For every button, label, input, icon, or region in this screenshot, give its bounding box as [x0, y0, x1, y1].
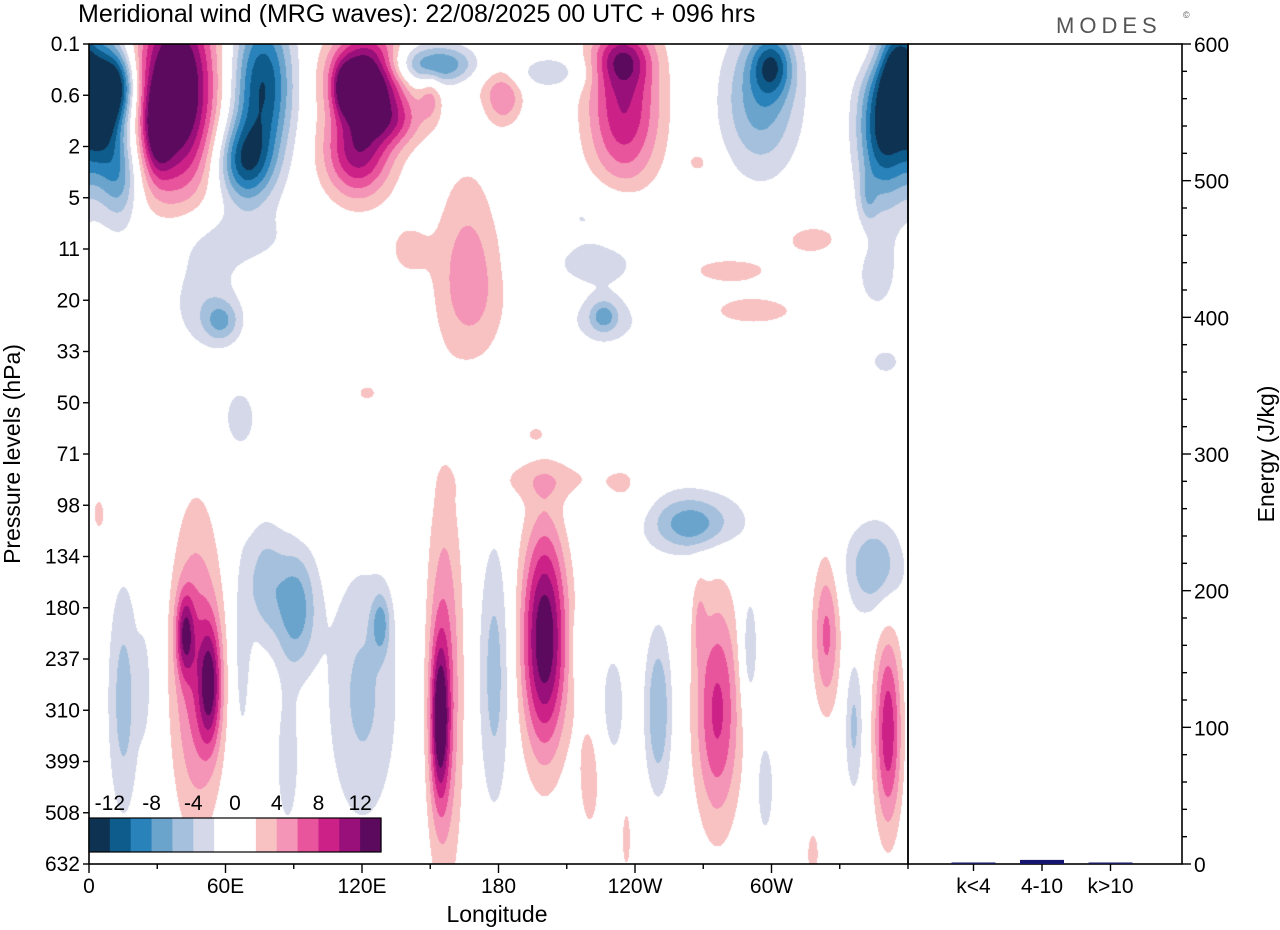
x-tick-label: 60W — [750, 875, 793, 898]
energy-tick-label: 500 — [1194, 171, 1229, 194]
chart-title: Meridional wind (MRG waves): 22/08/2025 … — [78, 0, 755, 28]
energy-axis-title: Energy (J/kg) — [1253, 386, 1279, 523]
colorbar-swatch — [193, 818, 215, 852]
y-tick-label: 0.6 — [51, 84, 80, 107]
y-tick-label: 50 — [57, 392, 80, 415]
colorbar-swatch — [214, 818, 236, 852]
y-tick-label: 180 — [45, 597, 80, 620]
x-tick-label: 60E — [207, 875, 244, 898]
colorbar-label: -12 — [95, 792, 125, 815]
y-tick-label: 98 — [57, 494, 80, 517]
energy-categories: k<4 4-10 k>10 — [956, 864, 1134, 898]
colorbar-swatch — [276, 818, 299, 852]
wind-field-raster — [89, 44, 908, 864]
y-tick-label: 134 — [45, 546, 80, 569]
y-tick-label: 310 — [45, 699, 80, 722]
y-tick-label: 399 — [45, 751, 80, 774]
modes-logo: MODES — [1056, 13, 1162, 38]
energy-cat-label: k<4 — [956, 875, 991, 898]
x-tick-label: 120W — [608, 875, 663, 898]
colorbar-swatch — [339, 818, 361, 852]
y-tick-label: 0.1 — [51, 33, 80, 56]
energy-bar — [951, 862, 996, 864]
energy-tick-label: 0 — [1194, 854, 1206, 877]
y-tick-label: 2 — [68, 136, 80, 159]
colorbar-label: 8 — [313, 792, 325, 815]
x-tick-label: 0 — [83, 875, 95, 898]
colorbar-frame — [88, 817, 382, 853]
y-axis-title: Pressure levels (hPa) — [0, 344, 25, 564]
y-tick-label: 237 — [45, 648, 80, 671]
y-tick-label: 5 — [68, 187, 80, 210]
y-tick-label: 632 — [45, 853, 80, 876]
x-tick-label: 180 — [481, 875, 516, 898]
longitude-axis: 0 60E 120E 180 120W 60W — [83, 864, 909, 898]
y-tick-label: 20 — [57, 289, 80, 312]
colorbar-label: 12 — [348, 792, 371, 815]
colorbar-label: 0 — [229, 792, 241, 815]
colorbar-swatch — [109, 818, 132, 852]
x-axis-title: Longitude — [446, 901, 547, 927]
colorbar-swatch — [255, 818, 278, 852]
colorbar-swatch — [297, 818, 320, 852]
y-tick-label: 33 — [57, 341, 80, 364]
colorbar-label: -4 — [184, 792, 203, 815]
y-tick-label: 11 — [58, 238, 80, 261]
colorbar-swatch — [130, 818, 153, 852]
y-tick-label: 508 — [45, 802, 80, 825]
colorbar: -12 -8 -4 0 4 8 12 — [88, 792, 382, 853]
colorbar-swatch — [89, 818, 111, 852]
energy-tick-label: 200 — [1194, 581, 1229, 604]
energy-cat-label: 4-10 — [1021, 875, 1063, 898]
energy-bars — [951, 859, 1133, 864]
wind-heatmap — [89, 44, 908, 864]
colorbar-label: -8 — [142, 792, 161, 815]
pressure-axis: 0.1 0.6 2 5 11 20 33 50 71 98 134 180 237 310 399 508 63… — [45, 33, 89, 876]
colorbar-swatch — [151, 818, 174, 852]
energy-tick-label: 400 — [1194, 307, 1229, 330]
energy-plot-frame — [907, 43, 1183, 865]
x-tick-label: 120E — [337, 875, 386, 898]
colorbar-swatch — [172, 818, 194, 852]
energy-bar — [1020, 859, 1064, 864]
energy-bar — [1088, 862, 1133, 864]
colorbar-swatch — [318, 818, 340, 852]
modes-logo-mark: © — [1183, 10, 1190, 20]
energy-tick-label: 600 — [1194, 34, 1229, 57]
colorbar-swatch — [360, 818, 382, 852]
colorbar-swatch — [235, 818, 257, 852]
energy-axis: 0 100 200 300 400 500 600 — [1182, 34, 1229, 877]
energy-tick-label: 300 — [1194, 444, 1229, 467]
colorbar-label: 4 — [271, 792, 283, 815]
energy-tick-label: 100 — [1194, 717, 1229, 740]
y-tick-label: 71 — [57, 443, 80, 466]
energy-cat-label: k>10 — [1087, 875, 1133, 898]
